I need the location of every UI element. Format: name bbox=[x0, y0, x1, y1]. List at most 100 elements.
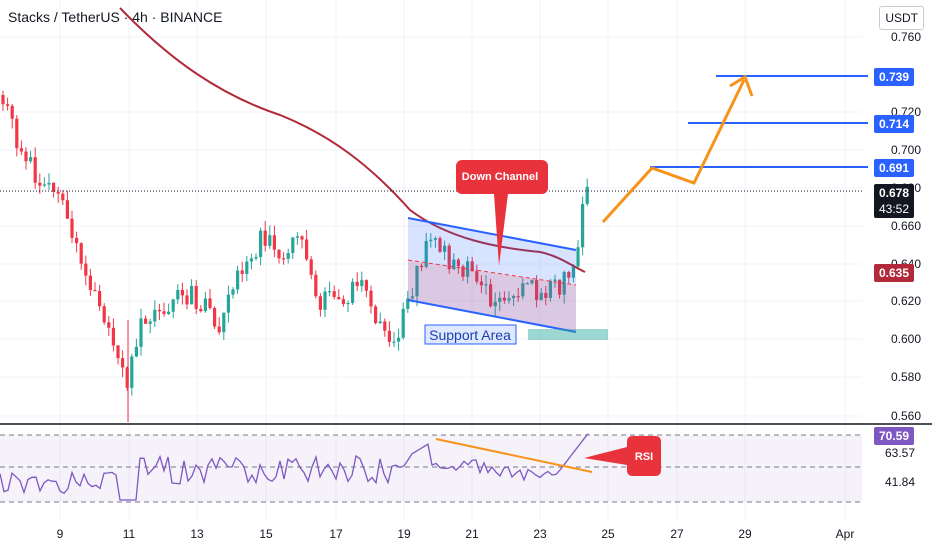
candle-body bbox=[433, 238, 437, 240]
candle-body bbox=[268, 235, 272, 246]
candle-body bbox=[75, 237, 79, 244]
candle-body bbox=[571, 266, 575, 278]
candle-body bbox=[194, 285, 198, 309]
candle-body bbox=[263, 230, 267, 246]
candle-body bbox=[148, 321, 152, 324]
candle-body bbox=[355, 281, 359, 287]
candle-body bbox=[415, 265, 419, 297]
candle-body bbox=[208, 298, 212, 308]
x-tick-label: 29 bbox=[738, 527, 752, 541]
candle-body bbox=[521, 283, 525, 297]
candle-body bbox=[305, 239, 309, 260]
projection-arrowhead bbox=[729, 74, 754, 97]
channel-fill-lower bbox=[408, 260, 576, 332]
x-tick-label: 19 bbox=[397, 527, 411, 541]
target-badge-2: 0.714 bbox=[874, 115, 915, 133]
candle-body bbox=[190, 285, 194, 305]
channel-mid-line bbox=[407, 259, 577, 286]
candle-body bbox=[493, 301, 497, 307]
candle-body bbox=[176, 289, 180, 300]
x-tick-label: 21 bbox=[465, 527, 479, 541]
candle-body bbox=[484, 284, 488, 286]
y-tick-label: 0.620 bbox=[891, 294, 921, 308]
candle-body bbox=[585, 186, 589, 204]
candle-body bbox=[507, 298, 511, 301]
channel-top-line bbox=[407, 217, 577, 251]
x-tick-label: 15 bbox=[259, 527, 273, 541]
candle-body bbox=[295, 236, 299, 238]
candle-body bbox=[15, 118, 19, 149]
candle-body bbox=[337, 296, 341, 300]
candle-body bbox=[539, 292, 543, 300]
candle-body bbox=[364, 280, 368, 291]
candle-body bbox=[125, 367, 129, 388]
price-badge: 0.678 bbox=[874, 184, 915, 202]
candle-body bbox=[93, 289, 97, 292]
candle-body bbox=[502, 297, 506, 301]
candle-body bbox=[277, 249, 281, 259]
candle-body bbox=[406, 298, 410, 309]
down-channel-label: Down Channel bbox=[462, 171, 538, 183]
candle-body bbox=[424, 240, 428, 267]
candle-body bbox=[19, 148, 23, 152]
candle-body bbox=[259, 230, 263, 257]
candle-body bbox=[328, 291, 332, 293]
candle-body bbox=[185, 295, 189, 305]
candle-body bbox=[134, 346, 138, 357]
rsi-band bbox=[0, 435, 862, 502]
candle-body bbox=[47, 182, 51, 185]
candle-body bbox=[553, 279, 557, 281]
candle-body bbox=[544, 292, 548, 298]
candle-body bbox=[429, 239, 433, 241]
currency-button[interactable]: USDT bbox=[879, 6, 924, 30]
candle-body bbox=[378, 321, 382, 324]
candle-body bbox=[300, 236, 304, 240]
candle-body bbox=[272, 235, 276, 250]
y-tick-label: 0.600 bbox=[891, 332, 921, 346]
x-tick-label: 11 bbox=[123, 527, 136, 541]
candle-body bbox=[1, 95, 5, 105]
candle-body bbox=[498, 297, 502, 302]
y-tick-label: 0.700 bbox=[891, 143, 921, 157]
candle-body bbox=[475, 271, 479, 282]
candle-body bbox=[84, 263, 88, 276]
candle-body bbox=[470, 261, 474, 272]
candle-body bbox=[10, 105, 14, 119]
rsi-line bbox=[0, 433, 589, 501]
candle-body bbox=[576, 247, 580, 267]
candle-body bbox=[314, 274, 318, 297]
countdown-badge: 43:52 bbox=[874, 200, 915, 218]
candle-body bbox=[351, 281, 355, 303]
candle-body bbox=[130, 356, 134, 388]
candle-body bbox=[231, 289, 235, 295]
candle-body bbox=[535, 280, 539, 300]
candle-body bbox=[167, 311, 171, 314]
candle-body bbox=[139, 318, 143, 347]
candle-body bbox=[254, 256, 258, 259]
candle-body bbox=[332, 291, 336, 297]
candle-body bbox=[70, 218, 74, 238]
candle-body bbox=[6, 104, 10, 106]
channel-fill bbox=[408, 218, 576, 332]
candle-body bbox=[56, 191, 60, 194]
candle-body bbox=[98, 291, 102, 307]
candle-body bbox=[42, 184, 46, 186]
candle-body bbox=[282, 258, 286, 260]
y-tick-label: 0.760 bbox=[891, 30, 921, 44]
rsi-badge: 70.59 bbox=[874, 427, 915, 445]
candle-body bbox=[33, 157, 37, 183]
x-tick-label: 9 bbox=[57, 527, 64, 541]
ma-badge: 0.635 bbox=[874, 264, 915, 282]
support-label-box bbox=[424, 324, 517, 345]
candle-body bbox=[581, 203, 585, 248]
candle-body bbox=[410, 296, 414, 299]
candle-body bbox=[369, 290, 373, 307]
candle-body bbox=[65, 200, 69, 219]
candle-body bbox=[567, 272, 571, 278]
candle-body bbox=[420, 265, 424, 268]
candle-body bbox=[452, 259, 456, 270]
candle-body bbox=[240, 270, 244, 274]
candle-body bbox=[217, 326, 221, 333]
candle-body bbox=[489, 284, 493, 307]
marks bbox=[0, 7, 868, 503]
